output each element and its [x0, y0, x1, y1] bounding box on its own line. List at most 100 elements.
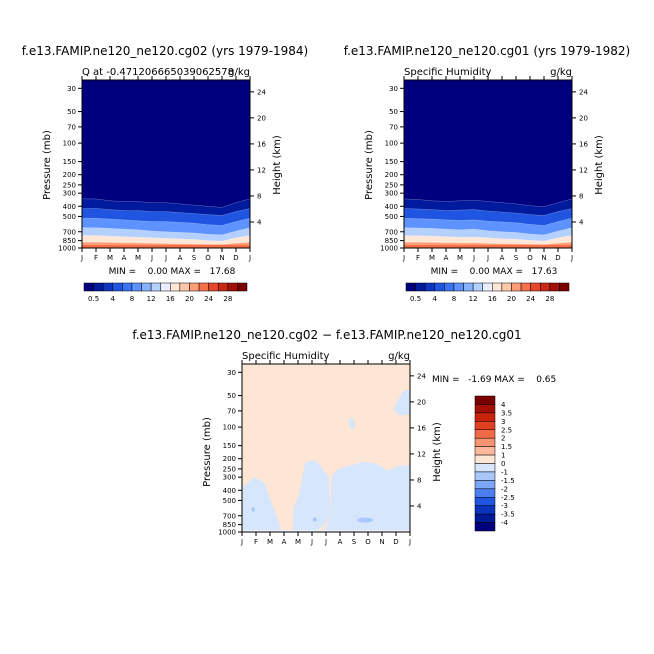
panel-cg01-ytick-label: 200	[385, 171, 398, 179]
panel-cg01-xtick-label: J	[472, 254, 475, 262]
panel-diff-ytick-label: 150	[223, 442, 236, 450]
panel-cg02-ytick-label: 200	[63, 171, 76, 179]
panel-cg02-colorbar: 0.5 4 8 12 16 20 24 28	[83, 282, 248, 303]
panel-cg01-ytick-label: 30	[389, 85, 398, 93]
panel-cg01-colorbar-label: 0.5	[410, 295, 421, 303]
panel-cg02-colorbar-label: 28	[223, 295, 232, 303]
panel-diff-colorbar-swatch	[474, 429, 496, 439]
panel-diff-xtick-label: N	[379, 538, 384, 546]
panel-diff-ytick-right-label: 16	[417, 424, 426, 432]
panel-diff-ytick-label: 30	[227, 369, 236, 377]
panel-cg01-colorbar-swatch	[501, 282, 512, 292]
panel-cg02-ytick-label: 300	[63, 190, 76, 198]
panel-cg02-xtick-label: S	[192, 254, 197, 262]
panel-cg02-xtick-label: M	[135, 254, 141, 262]
panel-diff-ytick-label: 500	[223, 497, 236, 505]
panel-cg02-band	[82, 245, 250, 248]
panel-cg01-xtick-label: D	[555, 254, 560, 262]
panel-diff-plot: J F M A M J J A S O N D J305070100150200250300400500…	[218, 360, 426, 546]
panel-diff-ytick-label: 700	[223, 512, 236, 520]
panel-cg02-colorbar-swatch	[150, 282, 161, 292]
panel-cg01-plot: J F M A M J J A S O N D J305070100150200250300400500…	[380, 76, 588, 262]
panel-cg02-colorbar-swatch	[93, 282, 104, 292]
panel-diff-ytick-label: 850	[223, 521, 236, 529]
panel-diff-colorbar-swatch	[474, 471, 496, 481]
panel-diff-colorbar-swatch	[474, 437, 496, 447]
panel-cg02-colorbar-swatch	[237, 282, 248, 292]
panel-diff-xtick-label: J	[240, 538, 243, 546]
panel-cg01-colorbar-label: 28	[545, 295, 554, 303]
panel-diff-xtick-label: A	[282, 538, 287, 546]
panel-cg02-xtick-label: O	[205, 254, 211, 262]
panel-diff-ylabel: Pressure (mb)	[202, 417, 213, 487]
panel-diff-colorbar: 43.532.521.510-1-1.5-2-2.5-3-3.5-4	[474, 395, 515, 532]
panel-cg02-ytick-label: 150	[63, 158, 76, 166]
panel-diff-region	[242, 530, 410, 532]
panel-cg02-colorbar-swatch	[217, 282, 229, 292]
panel-cg01-colorbar-swatch	[405, 282, 416, 292]
panel-cg02-xtick-label: J	[248, 254, 251, 262]
panel-cg01-minmax: MIN = 0.00 MAX = 17.63	[431, 267, 558, 277]
panel-diff-ytick-label: 50	[227, 392, 236, 400]
panel-diff-colorbar-label: -1	[501, 468, 508, 476]
panel-cg01-ytick-label: 100	[385, 140, 398, 148]
panel-diff-xtick-label: A	[338, 538, 343, 546]
panel-cg01-ytick-right-label: 24	[579, 88, 588, 96]
panel-diff-xtick-label: O	[365, 538, 371, 546]
panel-diff-region	[251, 507, 255, 512]
panel-cg02-ytick-label: 100	[63, 140, 76, 148]
panel-diff-ytick-label: 1000	[218, 529, 236, 537]
panel-cg01-ytick-right-label: 16	[579, 140, 588, 148]
panel-cg02-xtick-label: J	[80, 254, 83, 262]
panel-cg01-ytick-label: 1000	[380, 245, 398, 253]
panel-diff-xtick-label: F	[254, 538, 258, 546]
panel-cg01-colorbar: 0.5 4 8 12 16 20 24 28	[405, 282, 570, 303]
panel-diff-colorbar-label: 2.5	[501, 426, 512, 434]
panel-cg01-ytick-label: 150	[385, 158, 398, 166]
panel-diff-ylabel-right: Height (km)	[432, 422, 443, 482]
panel-diff-ytick-right-label: 4	[417, 502, 422, 510]
panel-cg01-xtick-label: A	[500, 254, 505, 262]
panel-cg02-colorbar-swatch	[160, 282, 171, 292]
panel-cg01-subtitle-right: g/kg	[550, 67, 572, 78]
panel-cg02-minmax: MIN = 0.00 MAX = 17.68	[109, 267, 236, 277]
panel-cg01-band	[404, 245, 572, 248]
panel-cg01-title: f.e13.FAMIP.ne120_ne120.cg01 (yrs 1979-1…	[344, 44, 631, 58]
panel-diff-colorbar-swatch	[474, 522, 496, 532]
panel-cg02-xtick-label: A	[178, 254, 183, 262]
panel-cg02-subtitle-left: Q at -0.471206665039062578	[82, 67, 234, 78]
panel-diff-colorbar-swatch	[474, 404, 496, 414]
panel-cg01-ytick-right-label: 20	[579, 114, 588, 122]
panel-diff-colorbar-label: 2	[501, 435, 505, 443]
panel-cg02-ytick-label: 70	[67, 123, 76, 131]
panel-cg01-ytick-label: 500	[385, 213, 398, 221]
panel-diff-xtick-label: J	[324, 538, 327, 546]
panel-cg02-xtick-label: N	[219, 254, 224, 262]
panel-cg01-ytick-label: 50	[389, 108, 398, 116]
panel-diff-colorbar-label: 3.5	[501, 409, 512, 417]
panel-cg02-ylabel: Pressure (mb)	[42, 130, 53, 200]
panel-cg01-colorbar-label: 16	[488, 295, 497, 303]
panel-cg02-colorbar-label: 12	[147, 295, 156, 303]
panel-diff-colorbar-label: 1.5	[501, 443, 512, 451]
panel-diff-xtick-label: J	[408, 538, 411, 546]
panel-cg02-colorbar-swatch	[179, 282, 190, 292]
panel-cg01-xtick-label: A	[444, 254, 449, 262]
panel-cg02-colorbar-swatch	[198, 282, 209, 292]
panel-diff-ytick-label: 250	[223, 465, 236, 473]
panel-diff-ytick-right-label: 8	[417, 476, 421, 484]
panel-cg02-colorbar-swatch	[208, 282, 219, 292]
panel-cg02-colorbar-swatch	[112, 282, 123, 292]
panel-cg02-colorbar-swatch	[102, 282, 114, 292]
panel-cg01-colorbar-swatch	[415, 282, 426, 292]
panel-diff-xtick-label: J	[310, 538, 313, 546]
panel-cg02-xtick-label: J	[164, 254, 167, 262]
panel-cg02-colorbar-swatch	[131, 282, 142, 292]
panel-cg01-ytick-label: 850	[385, 237, 398, 245]
panel-cg02-ytick-label: 30	[67, 85, 76, 93]
panel-cg01-colorbar-label: 12	[469, 295, 478, 303]
panel-cg01-colorbar-swatch	[434, 282, 445, 292]
panel-cg01-subtitle-left: Specific Humidity	[404, 67, 492, 78]
panel-diff-colorbar-label: -2	[501, 485, 508, 493]
panel-diff-ytick-right-label: 12	[417, 450, 426, 458]
